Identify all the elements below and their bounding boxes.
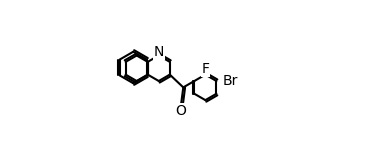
Text: Br: Br	[223, 74, 238, 88]
Text: N: N	[153, 45, 164, 60]
Text: O: O	[176, 104, 186, 118]
Text: F: F	[202, 62, 209, 76]
